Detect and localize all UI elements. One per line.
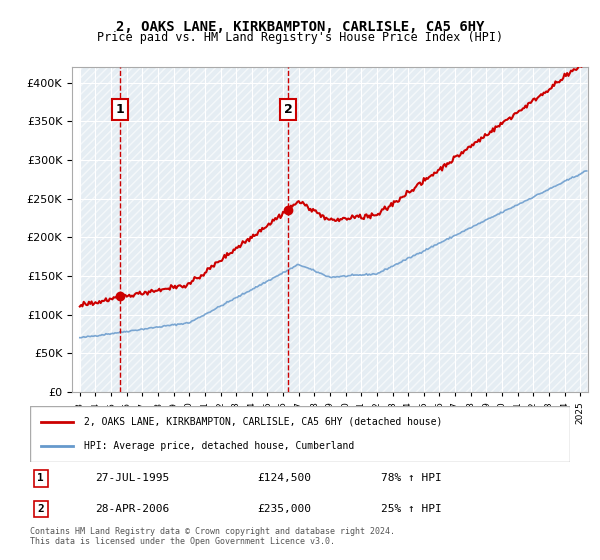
Text: 78% ↑ HPI: 78% ↑ HPI: [381, 473, 442, 483]
Text: 2: 2: [284, 103, 293, 116]
Text: 1: 1: [116, 103, 125, 116]
FancyBboxPatch shape: [30, 406, 570, 462]
Text: Contains HM Land Registry data © Crown copyright and database right 2024.
This d: Contains HM Land Registry data © Crown c…: [30, 526, 395, 546]
Text: HPI: Average price, detached house, Cumberland: HPI: Average price, detached house, Cumb…: [84, 441, 354, 451]
Text: £124,500: £124,500: [257, 473, 311, 483]
Text: Price paid vs. HM Land Registry's House Price Index (HPI): Price paid vs. HM Land Registry's House …: [97, 31, 503, 44]
Text: 2: 2: [37, 504, 44, 514]
Text: £235,000: £235,000: [257, 504, 311, 514]
Text: 27-JUL-1995: 27-JUL-1995: [95, 473, 169, 483]
Text: 2, OAKS LANE, KIRKBAMPTON, CARLISLE, CA5 6HY (detached house): 2, OAKS LANE, KIRKBAMPTON, CARLISLE, CA5…: [84, 417, 442, 427]
Text: 2, OAKS LANE, KIRKBAMPTON, CARLISLE, CA5 6HY: 2, OAKS LANE, KIRKBAMPTON, CARLISLE, CA5…: [116, 20, 484, 34]
Text: 25% ↑ HPI: 25% ↑ HPI: [381, 504, 442, 514]
Text: 28-APR-2006: 28-APR-2006: [95, 504, 169, 514]
Text: 1: 1: [37, 473, 44, 483]
